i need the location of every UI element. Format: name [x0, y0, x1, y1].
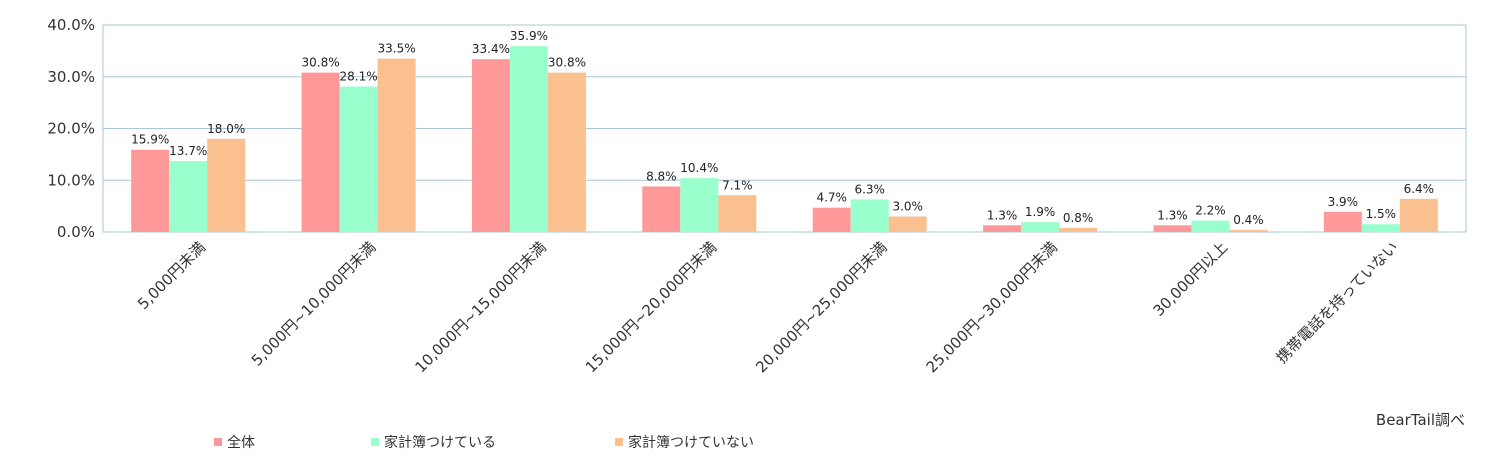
y-tick-label: 0.0% — [57, 223, 95, 241]
x-category-label: 携帯電話を持っていない — [1273, 238, 1402, 367]
data-label: 0.8% — [1063, 211, 1094, 225]
y-tick-label: 30.0% — [47, 68, 95, 86]
bar — [1191, 220, 1230, 232]
bar — [1229, 229, 1268, 232]
data-label: 3.0% — [892, 199, 923, 213]
data-label: 30.8% — [302, 56, 340, 70]
data-label: 6.4% — [1404, 182, 1435, 196]
x-category-label: 25,000円~30,000円未満 — [923, 238, 1061, 376]
data-label: 35.9% — [510, 29, 548, 43]
y-tick-label: 10.0% — [47, 171, 95, 189]
legend-item-keeps-budget: 家計簿つけている — [371, 432, 496, 452]
x-category-label: 10,000円~15,000円未満 — [411, 238, 549, 376]
bar — [1323, 211, 1362, 232]
legend-item-no-budget: 家計簿つけていない — [615, 432, 754, 452]
bar — [983, 225, 1022, 232]
data-label: 10.4% — [680, 161, 718, 175]
bar — [339, 86, 378, 233]
data-label: 13.7% — [169, 144, 207, 158]
bar — [1059, 227, 1098, 232]
data-label: 4.7% — [816, 191, 847, 205]
x-category-label: 20,000円~25,000円未満 — [752, 238, 890, 376]
bar — [642, 186, 681, 232]
y-axis: 0.0% 10.0% 20.0% 30.0% 40.0% — [47, 16, 95, 241]
bar — [1399, 198, 1438, 232]
bar — [509, 46, 548, 232]
bar — [377, 58, 416, 233]
data-label: 0.4% — [1233, 213, 1264, 227]
source-note: BearTail調べ — [1375, 411, 1465, 429]
bar — [1361, 224, 1400, 232]
bar — [888, 216, 927, 232]
data-label: 2.2% — [1195, 204, 1226, 218]
data-labels: 15.9%13.7%18.0%30.8%28.1%33.5% 33.4%35.9%… — [131, 29, 1434, 227]
x-category-label: 30,000円以上 — [1150, 238, 1232, 320]
bars — [131, 46, 1438, 233]
data-label: 8.8% — [646, 169, 677, 183]
y-tick-label: 40.0% — [47, 16, 95, 34]
data-label: 1.3% — [1157, 208, 1188, 222]
data-label: 28.1% — [340, 70, 378, 84]
data-label: 7.1% — [722, 178, 753, 192]
bar — [812, 207, 851, 232]
legend-label-keeps-budget: 家計簿つけている — [384, 435, 496, 451]
x-axis: 5,000円未満 5,000円~10,000円未満 10,000円~15,000円未… — [134, 238, 1402, 376]
bar — [1021, 222, 1060, 232]
data-label: 1.5% — [1366, 207, 1397, 221]
data-label: 6.3% — [854, 182, 885, 196]
bar — [547, 72, 586, 232]
legend-item-overall: 全体 — [214, 432, 255, 452]
legend-label-overall: 全体 — [227, 435, 255, 451]
bar — [471, 59, 510, 232]
bar — [207, 138, 246, 232]
x-category-label: 15,000円~20,000円未満 — [582, 238, 720, 376]
bar — [850, 199, 889, 232]
legend-label-no-budget: 家計簿つけていない — [628, 435, 754, 451]
bar — [680, 178, 719, 232]
data-label: 1.3% — [987, 208, 1018, 222]
bar — [718, 195, 757, 232]
y-tick-label: 20.0% — [47, 120, 95, 138]
data-label: 30.8% — [548, 56, 586, 70]
bar — [1153, 225, 1192, 232]
bar — [301, 72, 340, 232]
legend-swatch-overall — [214, 438, 222, 446]
legend-swatch-keeps-budget — [371, 438, 379, 446]
data-label: 3.9% — [1328, 195, 1359, 209]
data-label: 1.9% — [1025, 205, 1056, 219]
data-label: 15.9% — [131, 133, 169, 147]
bar — [169, 161, 208, 232]
bar — [131, 149, 170, 232]
data-label: 18.0% — [207, 122, 245, 136]
data-label: 33.4% — [472, 42, 510, 56]
legend-swatch-no-budget — [615, 438, 623, 446]
x-category-label: 5,000円未満 — [134, 238, 209, 313]
x-category-label: 5,000円~10,000円未満 — [248, 238, 380, 370]
data-label: 33.5% — [378, 42, 416, 56]
